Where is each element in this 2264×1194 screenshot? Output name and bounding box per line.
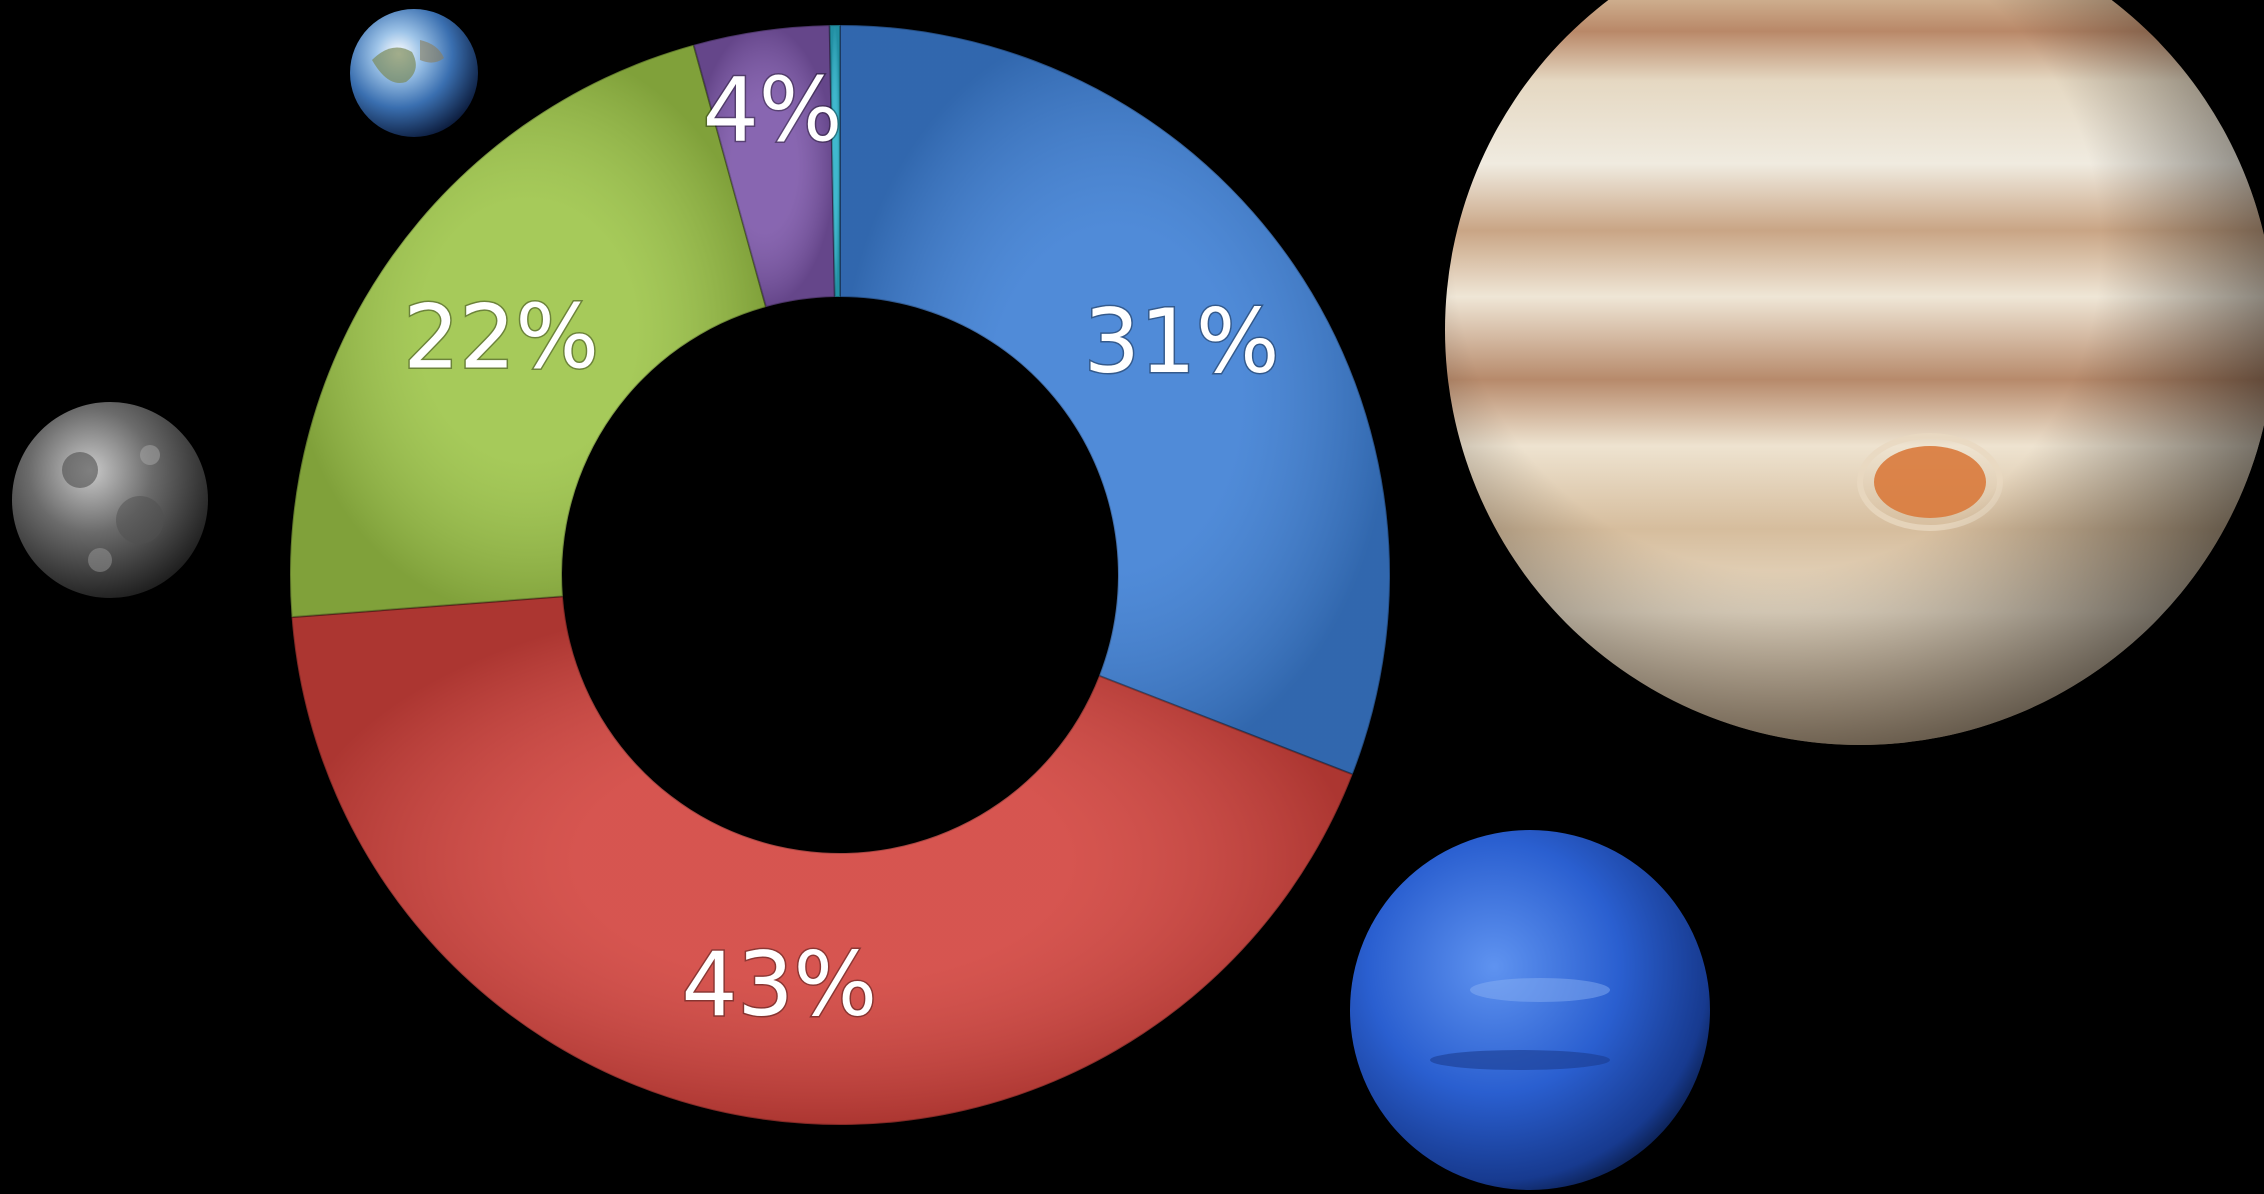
slice-data-label: 22% — [403, 286, 599, 389]
neptune-image — [1350, 830, 1710, 1190]
moon-image — [12, 402, 208, 598]
slice-data-label: 31% — [1084, 290, 1280, 393]
slice-data-label: 4% — [703, 58, 843, 161]
donut-slice-shading — [693, 25, 835, 308]
earth-image — [350, 9, 478, 137]
donut-slice-shading — [840, 25, 1391, 775]
donut-slice-shading — [829, 25, 840, 298]
donut-chart — [289, 23, 1391, 1126]
donut-slice-shading — [291, 596, 1353, 1126]
jupiter-image — [1445, 0, 2264, 745]
donut-labels: 31% 43% 22% 4% — [402, 57, 1281, 1038]
slice-data-label: 43% — [681, 933, 877, 1036]
donut-slice-shading — [290, 44, 767, 618]
